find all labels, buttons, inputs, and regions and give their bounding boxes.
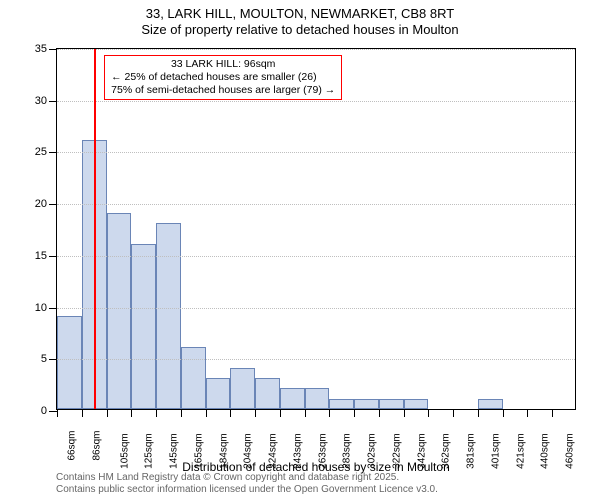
chart-plot: 0510152025303566sqm86sqm105sqm125sqm145s…	[56, 48, 576, 410]
annotation-title: 33 LARK HILL: 96sqm	[111, 58, 335, 71]
x-tick	[503, 409, 504, 417]
y-tick-label: 35	[35, 43, 47, 55]
x-tick	[230, 409, 231, 417]
x-tick	[131, 409, 132, 417]
footer-line-2: Contains public sector information licen…	[56, 484, 438, 496]
bar	[354, 399, 379, 409]
x-tick	[82, 409, 83, 417]
plot-area: Number of detached properties 0510152025…	[56, 48, 576, 410]
bar	[206, 378, 231, 409]
x-tick	[527, 409, 528, 417]
x-tick	[255, 409, 256, 417]
x-tick	[280, 409, 281, 417]
x-tick	[354, 409, 355, 417]
y-tick	[49, 256, 57, 257]
x-tick-label: 86sqm	[91, 431, 102, 461]
y-tick	[49, 152, 57, 153]
x-tick	[181, 409, 182, 417]
reference-line	[94, 49, 96, 409]
y-tick-label: 20	[35, 198, 47, 210]
bar	[478, 399, 503, 409]
y-tick-label: 25	[35, 146, 47, 158]
grid-line	[57, 256, 575, 257]
bars-layer	[57, 49, 575, 409]
grid-line	[57, 49, 575, 50]
annotation-line: 75% of semi-detached houses are larger (…	[111, 84, 335, 97]
bar	[305, 388, 330, 409]
x-tick	[404, 409, 405, 417]
bar	[280, 388, 305, 409]
grid-line	[57, 152, 575, 153]
y-tick-label: 0	[41, 405, 47, 417]
x-tick	[305, 409, 306, 417]
chart-titles: 33, LARK HILL, MOULTON, NEWMARKET, CB8 8…	[0, 0, 600, 39]
x-tick	[552, 409, 553, 417]
bar	[329, 399, 354, 409]
x-tick	[329, 409, 330, 417]
annotation-line: ← 25% of detached houses are smaller (26…	[111, 71, 335, 84]
title-sub: Size of property relative to detached ho…	[0, 22, 600, 38]
bar	[107, 213, 132, 410]
footer-attribution: Contains HM Land Registry data © Crown c…	[56, 472, 438, 496]
x-tick	[453, 409, 454, 417]
x-tick	[206, 409, 207, 417]
bar	[230, 368, 255, 409]
footer-line-1: Contains HM Land Registry data © Crown c…	[56, 472, 438, 484]
bar	[57, 316, 82, 409]
grid-line	[57, 308, 575, 309]
y-tick	[49, 204, 57, 205]
x-tick-label: 66sqm	[67, 431, 78, 461]
y-tick-label: 30	[35, 95, 47, 107]
y-tick	[49, 49, 57, 50]
y-tick	[49, 411, 57, 412]
title-main: 33, LARK HILL, MOULTON, NEWMARKET, CB8 8…	[0, 6, 600, 22]
x-tick	[379, 409, 380, 417]
x-tick	[478, 409, 479, 417]
y-tick	[49, 101, 57, 102]
bar	[131, 244, 156, 409]
bar	[404, 399, 429, 409]
x-tick	[57, 409, 58, 417]
grid-line	[57, 359, 575, 360]
grid-line	[57, 101, 575, 102]
y-tick	[49, 308, 57, 309]
y-tick	[49, 359, 57, 360]
bar	[181, 347, 206, 409]
y-tick-label: 15	[35, 250, 47, 262]
grid-line	[57, 204, 575, 205]
x-tick	[107, 409, 108, 417]
bar	[379, 399, 404, 409]
annotation-box: 33 LARK HILL: 96sqm← 25% of detached hou…	[104, 55, 342, 100]
y-tick-label: 5	[41, 353, 47, 365]
x-tick	[156, 409, 157, 417]
x-tick	[428, 409, 429, 417]
bar	[255, 378, 280, 409]
bar	[156, 223, 181, 409]
y-tick-label: 10	[35, 302, 47, 314]
